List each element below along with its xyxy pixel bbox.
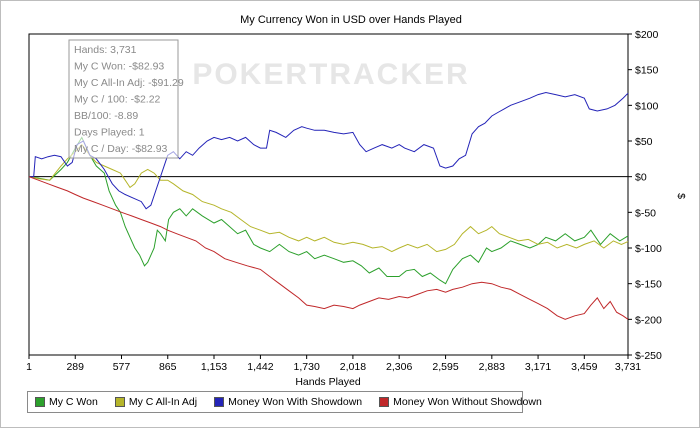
x-tick-label: 2,018 (340, 361, 366, 373)
x-tick-label: 577 (113, 361, 131, 373)
legend-label: My C Won (49, 396, 98, 408)
y-axis-label: $ (675, 193, 687, 199)
x-tick-label: 3,731 (615, 361, 641, 373)
legend-label: Money Won With Showdown (228, 396, 363, 408)
x-axis-label: Hands Played (295, 376, 361, 388)
y-tick-label: $150 (635, 65, 659, 77)
y-tick-label: $200 (635, 29, 659, 41)
tooltip-line: My C Won: -$82.93 (74, 61, 164, 73)
tooltip-line: My C / 100: -$2.22 (74, 94, 161, 106)
tooltip-line: My C / Day: -$82.93 (74, 143, 168, 155)
legend-swatch (114, 397, 125, 407)
x-tick-label: 1,153 (201, 361, 227, 373)
legend-item[interactable]: Money Won Without Showdown (379, 396, 542, 408)
legend-swatch (379, 397, 390, 407)
tooltip-line: My C All-In Adj: -$91.29 (74, 77, 184, 89)
x-tick-label: 3,459 (571, 361, 597, 373)
plot-border (28, 33, 629, 356)
x-tick-label: 2,883 (479, 361, 505, 373)
x-tick-label: 865 (159, 361, 177, 373)
y-tick-label: $-200 (635, 314, 662, 326)
tooltip-line: Days Played: 1 (74, 127, 145, 139)
y-tick-label: $100 (635, 100, 659, 112)
legend-label: My C All-In Adj (128, 396, 198, 408)
series-line-2 (29, 91, 629, 210)
y-tick-label: $-100 (635, 243, 662, 255)
tooltip-line: BB/100: -8.89 (74, 110, 138, 122)
x-tick-label: 1,730 (294, 361, 320, 373)
y-tick-label: $-150 (635, 279, 662, 291)
legend-label: Money Won Without Showdown (393, 396, 542, 408)
series-line-3 (28, 176, 629, 320)
hover-tooltip: Hands: 3,731 My C Won: -$82.93 My C All-In… (68, 39, 184, 159)
y-tick-label: $0 (635, 172, 647, 184)
x-tick-label: 3,171 (525, 361, 551, 373)
legend-swatch (214, 397, 225, 407)
watermark-logo: POKERTRACKER (192, 58, 469, 91)
chart-title: My Currency Won in USD over Hands Played (240, 14, 462, 26)
x-tick-label: 2,306 (386, 361, 412, 373)
x-tick-label: 2,595 (432, 361, 458, 373)
legend-item[interactable]: Money Won With Showdown (214, 396, 362, 408)
tooltip-box (68, 39, 179, 159)
x-tick-label: 1,442 (247, 361, 273, 373)
y-tick-label: $50 (635, 136, 653, 148)
legend: My C Won My C All-In Adj Money Won With Sh… (27, 391, 542, 413)
legend-swatch (35, 397, 45, 407)
series-line-0 (28, 136, 629, 285)
tooltip-line: Hands: 3,731 (74, 44, 137, 56)
watermark: POKERTRACKER (192, 58, 469, 91)
y-tick-label: $-250 (635, 350, 662, 362)
x-tick-label: 289 (66, 361, 84, 373)
legend-item[interactable]: My C Won (35, 396, 98, 408)
plot-area (28, 33, 629, 356)
series-lines (28, 91, 629, 320)
y-tick-label: $-50 (635, 207, 656, 219)
x-tick-label: 1 (26, 361, 32, 373)
axes: 1 289 577 865 1,153 1,442 1,730 2,018 2,306 2,595… (26, 29, 662, 373)
legend-item[interactable]: My C All-In Adj (114, 396, 198, 408)
series-line-1 (28, 143, 629, 253)
